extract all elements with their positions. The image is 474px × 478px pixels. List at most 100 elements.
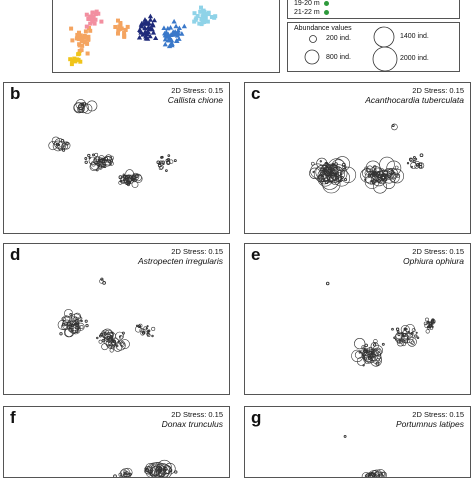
sample-bubble	[417, 337, 419, 339]
site-marker	[193, 11, 197, 15]
site-marker	[99, 20, 103, 24]
panel-f: f 2D Stress: 0.15 Donax trunculus	[3, 406, 230, 478]
sample-bubble	[365, 344, 368, 347]
depth-legend-dot-19-20	[324, 1, 329, 6]
sample-bubble	[76, 330, 79, 333]
sample-bubble	[83, 103, 86, 106]
sample-bubble	[396, 328, 398, 330]
sample-bubble	[420, 154, 423, 157]
sample-bubble	[365, 475, 368, 478]
sample-bubble	[88, 154, 90, 156]
sample-bubble	[420, 163, 422, 165]
sample-bubble	[95, 153, 98, 156]
sample-bubble	[75, 328, 76, 329]
sample-bubble	[152, 335, 154, 337]
sample-bubble	[175, 471, 177, 473]
sample-bubble	[102, 339, 105, 342]
site-marker	[90, 11, 94, 15]
sample-bubble	[147, 326, 148, 327]
panel-b-mds-bubbles	[4, 83, 230, 234]
abundance-label-2000: 2000 ind.	[400, 55, 429, 63]
sample-bubble	[363, 355, 364, 356]
site-marker	[83, 40, 87, 44]
sample-bubble	[110, 349, 114, 353]
panel-d-stress: 2D Stress: 0.15	[171, 247, 223, 256]
panel-c-stress: 2D Stress: 0.15	[412, 86, 464, 95]
sample-bubble	[97, 337, 99, 339]
site-marker	[70, 62, 74, 66]
panel-c-letter: c	[251, 84, 260, 104]
sample-bubble	[395, 166, 398, 169]
site-marker	[77, 58, 81, 62]
panel-c-species: Acanthocardia tuberculata	[365, 95, 464, 105]
abundance-label-200: 200 ind.	[326, 35, 351, 43]
sample-bubble	[168, 155, 170, 157]
panel-g-letter: g	[251, 408, 261, 428]
sample-bubble	[81, 320, 82, 321]
sample-bubble	[344, 435, 346, 437]
sample-bubble	[426, 330, 430, 334]
panel-e-mds-bubbles	[245, 244, 471, 395]
site-marker	[118, 21, 122, 25]
sample-bubble	[157, 161, 160, 164]
sample-bubble	[96, 169, 98, 171]
sample-bubble	[63, 324, 65, 326]
sample-bubble	[99, 340, 102, 343]
panel-d: d 2D Stress: 0.15 Astropecten irregulari…	[3, 243, 230, 395]
panel-e-letter: e	[251, 245, 260, 265]
site-marker	[117, 25, 121, 29]
sample-bubble	[363, 365, 364, 366]
sample-bubble	[114, 475, 117, 478]
site-marker	[124, 28, 128, 32]
sample-bubble	[103, 282, 106, 285]
site-marker	[122, 35, 126, 39]
sample-bubble	[116, 345, 118, 347]
panel-b: b 2D Stress: 0.15 Callista chione	[3, 82, 230, 234]
sample-bubble	[86, 324, 88, 326]
depth-legend-label-19-20: 19-20 m	[294, 0, 320, 8]
sample-bubble	[93, 154, 95, 156]
sample-bubble	[120, 336, 121, 337]
site-marker	[76, 52, 80, 56]
sample-bubble	[424, 322, 427, 325]
abundance-circle-200	[310, 36, 317, 43]
abundance-legend-circles	[288, 23, 461, 73]
site-marker	[172, 19, 177, 24]
sample-bubble	[374, 166, 377, 169]
sample-bubble	[403, 330, 406, 333]
sample-bubble	[158, 164, 161, 167]
panel-b-species: Callista chione	[168, 95, 223, 105]
panel-d-letter: d	[10, 245, 20, 265]
panel-b-stress: 2D Stress: 0.15	[171, 86, 223, 95]
site-marker	[210, 15, 214, 19]
sample-bubble	[416, 332, 417, 333]
sample-bubble	[160, 165, 164, 169]
sample-bubble	[160, 161, 162, 163]
site-marker	[161, 25, 166, 30]
panel-c: c 2D Stress: 0.15 Acanthocardia tubercul…	[244, 82, 471, 234]
site-marker	[163, 42, 168, 47]
site-marker	[202, 12, 206, 16]
panel-f-letter: f	[10, 408, 16, 428]
abundance-circle-800	[305, 50, 319, 64]
panel-e: e 2D Stress: 0.15 Ophiura ophiura	[244, 243, 471, 395]
sample-bubble	[136, 325, 137, 326]
sample-bubble	[174, 160, 176, 162]
sample-bubble	[425, 318, 428, 321]
sample-bubble	[102, 344, 108, 350]
site-marker	[80, 44, 84, 48]
panel-e-stress: 2D Stress: 0.15	[412, 247, 464, 256]
panel-d-mds-bubbles	[4, 244, 230, 395]
sample-bubble	[152, 327, 155, 330]
sample-bubble	[398, 334, 400, 336]
site-marker	[75, 36, 79, 40]
site-marker	[153, 35, 158, 40]
sample-bubble	[415, 335, 417, 337]
sample-bubble	[122, 332, 124, 334]
sample-bubble	[70, 313, 72, 315]
sample-bubble	[410, 163, 416, 169]
site-marker	[85, 25, 89, 29]
abundance-label-1400: 1400 ind.	[400, 33, 429, 41]
sample-bubble	[413, 156, 415, 158]
sample-bubble	[63, 149, 65, 151]
